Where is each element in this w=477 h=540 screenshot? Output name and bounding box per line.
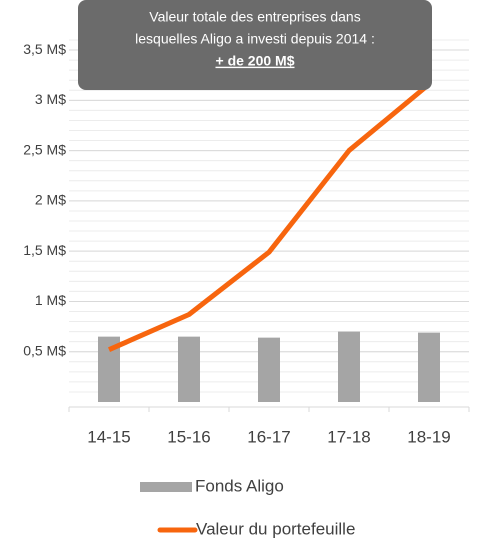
bar (418, 332, 440, 402)
y-tick-label: 3,5 M$ (23, 41, 66, 57)
legend-swatch (140, 482, 192, 492)
y-tick-label: 0,5 M$ (23, 342, 66, 358)
annotation-line: lesquelles Aligo a investi depuis 2014 : (135, 31, 375, 47)
bar (98, 336, 120, 402)
y-tick-label: 2,5 M$ (23, 141, 66, 157)
y-tick-label: 2 M$ (35, 192, 66, 208)
y-tick-label: 1,5 M$ (23, 242, 66, 258)
x-tick-label: 15-16 (167, 427, 210, 446)
legend-label: Valeur du portefeuille (196, 519, 355, 538)
y-tick-label: 3 M$ (35, 91, 66, 107)
bar (338, 331, 360, 402)
x-tick-label: 16-17 (247, 427, 290, 446)
legend-label: Fonds Aligo (195, 476, 284, 495)
line (107, 82, 431, 352)
bar (258, 337, 280, 402)
plot-area: 0,5 M$ 1 M$ 1,5 M$ 2 M$ 2,5 M$ 3 M$ 3,5 M$ 14-1… (23, 39, 470, 446)
bar (178, 336, 200, 402)
annotation-highlight: + de 200 M$ (216, 53, 295, 69)
x-tick-label: 18-19 (407, 427, 450, 446)
annotation-box (78, 0, 432, 90)
x-tick-label: 14-15 (87, 427, 130, 446)
annotation-line: Valeur totale des entreprises dans (149, 9, 360, 25)
x-tick-label: 17-18 (327, 427, 370, 446)
y-tick-label: 1 M$ (35, 292, 66, 308)
